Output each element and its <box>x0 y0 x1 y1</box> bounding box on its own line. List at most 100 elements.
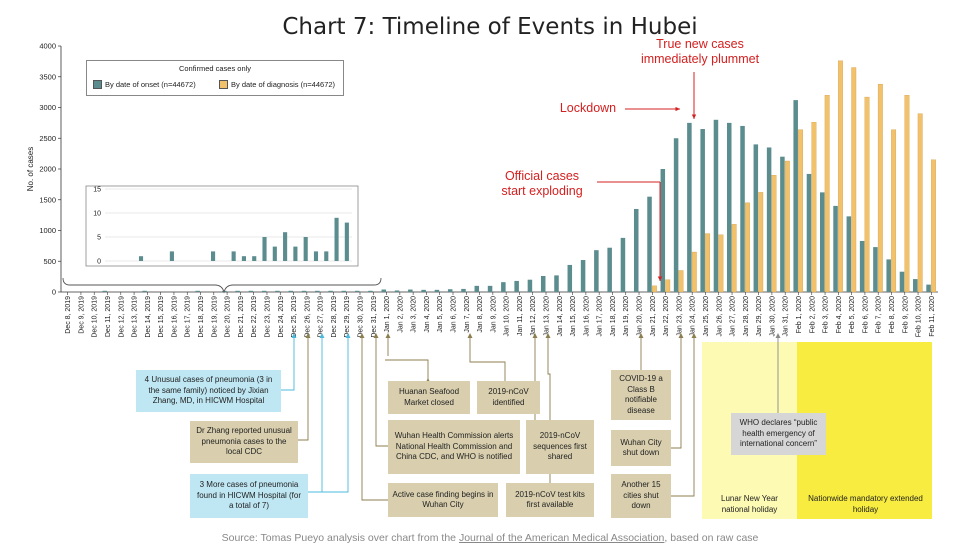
source-caption: Source: Tomas Pueyo analysis over chart … <box>0 532 980 544</box>
bar-onset <box>633 208 639 292</box>
bar-onset <box>740 125 745 292</box>
connector-e7-head <box>532 333 538 338</box>
bar-onset <box>607 247 612 292</box>
x-tick-label: Dec 29, 2019 <box>344 296 351 338</box>
x-tick-label: Feb 6, 2020 <box>862 296 869 333</box>
connector-e4-stub-head <box>385 333 391 338</box>
connector-e13-head <box>775 333 781 338</box>
bar-onset <box>501 282 506 292</box>
x-tick-label: Feb 11, 2020 <box>929 296 936 337</box>
event-three-more-cases: 3 More cases of pneumonia found in HICWM… <box>190 474 308 518</box>
lunar-holiday-label: Lunar New Year national holiday <box>721 494 778 514</box>
bar-onset <box>793 100 798 293</box>
inset-bar-onset <box>138 256 144 261</box>
x-tick-label: Jan 9, 2020 <box>490 296 497 333</box>
bar-diagnosis <box>891 129 897 293</box>
bar-onset <box>288 290 294 292</box>
bar-diagnosis <box>851 67 857 293</box>
connector-e12-head <box>691 333 697 338</box>
bar-onset <box>540 276 546 292</box>
bar-diagnosis <box>745 202 750 293</box>
y-tick-label: 2000 <box>39 165 56 174</box>
connector-e1 <box>281 336 295 391</box>
bar-onset <box>341 290 347 292</box>
arrow-official-cases-head <box>657 276 663 281</box>
event-health-commission-alert: Wuhan Health Commission alerts National … <box>388 420 520 474</box>
x-tick-label: Jan 8, 2020 <box>477 296 484 333</box>
x-tick-label: Jan 17, 2020 <box>597 296 604 337</box>
bar-onset <box>474 285 480 292</box>
x-tick-label: Dec 31, 2019 <box>371 296 378 338</box>
x-tick-label: Jan 5, 2020 <box>437 296 444 333</box>
x-tick-label: Dec 11, 2019 <box>105 296 112 337</box>
bar-diagnosis <box>931 159 936 293</box>
bar-onset <box>408 289 413 292</box>
bar-onset <box>833 205 838 292</box>
x-tick-label: Dec 12, 2019 <box>118 296 125 338</box>
x-tick-label: Dec 14, 2019 <box>145 296 152 338</box>
annotation-official-cases: Official cases start exploding <box>501 169 583 198</box>
bar-onset <box>368 290 373 292</box>
x-tick-label: Jan 11, 2020 <box>517 296 524 336</box>
bar-onset <box>248 290 254 292</box>
event-ncov-identified: 2019-nCoV identified <box>477 381 540 414</box>
x-tick-label: Dec 26, 2019 <box>304 296 311 338</box>
x-tick-label: Dec 9, 2019 <box>78 296 85 334</box>
x-tick-label: Feb 4, 2020 <box>836 296 843 333</box>
bar-diagnosis <box>652 285 657 293</box>
bar-diagnosis <box>705 233 710 293</box>
x-tick-label: Jan 23, 2020 <box>676 296 683 337</box>
x-tick-label: Feb 8, 2020 <box>889 296 896 333</box>
x-tick-label: Jan 6, 2020 <box>450 296 457 333</box>
x-tick-label: Jan 14, 2020 <box>557 296 564 337</box>
x-tick-label: Jan 24, 2020 <box>690 296 697 337</box>
inset-bar-onset <box>211 251 216 261</box>
bar-onset <box>447 289 453 292</box>
bar-onset <box>806 173 812 292</box>
bar-onset <box>926 284 931 292</box>
source-link[interactable]: Journal of the American Medical Associat… <box>458 532 665 544</box>
bar-onset <box>713 119 719 292</box>
bar-onset <box>328 290 333 292</box>
legend-title: Confirmed cases only <box>178 64 252 73</box>
y-tick-label: 3500 <box>39 72 56 81</box>
bar-onset <box>913 279 918 292</box>
x-tick-label: Dec 27, 2019 <box>318 296 325 338</box>
bar-diagnosis <box>731 224 737 293</box>
inset-bar-onset <box>334 217 339 261</box>
x-tick-label: Jan 13, 2020 <box>544 296 551 337</box>
inset-y-tick-label: 0 <box>97 259 101 266</box>
y-tick-label: 0 <box>52 288 56 297</box>
x-tick-label: Dec 19, 2019 <box>211 296 218 338</box>
bar-onset <box>461 288 466 292</box>
connector-e8-head <box>359 333 365 338</box>
bar-onset <box>434 289 440 292</box>
x-tick-label: Dec 17, 2019 <box>185 296 192 338</box>
x-tick-label: Dec 24, 2019 <box>278 296 285 338</box>
bar-onset <box>301 290 307 292</box>
bar-onset <box>394 290 400 292</box>
x-tick-label: Dec 10, 2019 <box>92 296 99 338</box>
x-tick-label: Jan 27, 2020 <box>730 296 737 337</box>
bar-onset <box>886 259 891 292</box>
connector-e3b-head <box>319 333 325 338</box>
chart-title: Chart 7: Timeline of Events in Hubei <box>282 14 698 40</box>
inset-y-tick-label: 10 <box>93 211 101 218</box>
connector-e11-head <box>678 333 684 338</box>
connector-e10-head <box>638 333 644 338</box>
x-tick-label: Jan 21, 2020 <box>650 296 657 337</box>
bar-diagnosis <box>784 160 790 293</box>
bar-onset <box>195 290 200 292</box>
x-tick-label: Jan 7, 2020 <box>464 296 471 333</box>
x-tick-label: Jan 16, 2020 <box>583 296 590 337</box>
bar-onset <box>381 289 387 292</box>
connector-e5 <box>469 336 506 381</box>
x-tick-label: Jan 10, 2020 <box>504 296 511 337</box>
bar-onset <box>687 122 692 292</box>
legend-swatch-onset <box>93 80 102 89</box>
x-tick-label: Dec 30, 2019 <box>357 296 364 338</box>
x-tick-label: Jan 26, 2020 <box>716 296 723 337</box>
bar-onset <box>527 279 533 292</box>
bar-diagnosis <box>678 270 684 293</box>
